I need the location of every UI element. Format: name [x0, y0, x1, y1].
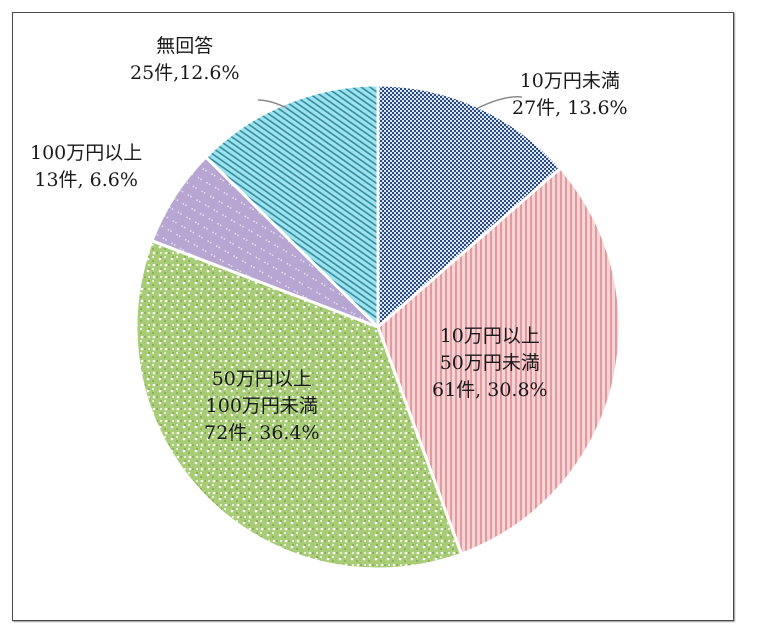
label-category: 無回答	[156, 35, 214, 57]
label-value: 27件, 13.6%	[512, 97, 628, 119]
label-value: 61件, 30.8%	[432, 379, 548, 401]
label-no-answer: 無回答 25件,12.6%	[130, 33, 240, 87]
label-category-2: 100万円未満	[205, 395, 318, 417]
label-value: 72件, 36.4%	[204, 422, 320, 444]
label-under-10man: 10万円未満 27件, 13.6%	[512, 68, 628, 122]
slice-no-answer	[203, 83, 380, 331]
label-category: 10万円以上	[439, 325, 540, 347]
slice-50-100man	[134, 238, 464, 571]
slice-10-50man	[376, 165, 622, 557]
label-value: 13件, 6.6%	[34, 169, 138, 191]
label-category-2: 50万円未満	[439, 352, 540, 374]
label-category: 100万円以上	[30, 142, 143, 164]
leader-line-no-answer	[257, 99, 288, 109]
label-over-100man: 100万円以上 13件, 6.6%	[30, 140, 142, 194]
label-10-50man: 10万円以上 50万円未満 61件, 30.8%	[432, 323, 548, 404]
label-category: 10万円未満	[519, 70, 620, 92]
label-category: 50万円以上	[211, 368, 312, 390]
label-50-100man: 50万円以上 100万円未満 72件, 36.4%	[204, 366, 320, 447]
label-value: 25件,12.6%	[130, 62, 240, 84]
leader-line-under-10man	[477, 95, 523, 109]
slice-under-10man	[376, 83, 563, 331]
